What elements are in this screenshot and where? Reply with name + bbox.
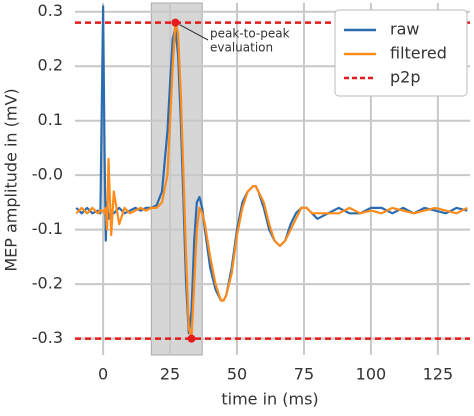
x-tick-label: 75 <box>294 365 314 384</box>
series-line <box>75 21 468 340</box>
peak-marker <box>171 18 180 27</box>
x-axis-label: time in (ms) <box>221 390 318 409</box>
y-tick-label: -0.3 <box>32 328 63 347</box>
legend-label: raw <box>390 20 419 39</box>
x-tick-label: 50 <box>227 365 247 384</box>
x-tick-label: 0 <box>98 365 108 384</box>
y-tick-label: 0.3 <box>38 1 63 20</box>
legend-box <box>334 9 468 97</box>
y-tick-label: 0.1 <box>38 110 63 129</box>
evaluation-window <box>150 2 203 356</box>
annotation-text: evaluation <box>210 41 273 55</box>
annotation-arrow <box>179 24 209 41</box>
legend-label: filtered <box>390 44 447 63</box>
x-tick-label: 100 <box>356 365 387 384</box>
y-axis-label: MEP amplitude in (mV) <box>2 88 21 271</box>
x-tick-label: 125 <box>423 365 454 384</box>
y-tick-label: -0.2 <box>32 274 63 293</box>
legend-label: p2p <box>390 68 421 87</box>
series-line <box>75 5 468 335</box>
y-tick-label: 0.2 <box>38 56 63 75</box>
x-tick-label: 25 <box>160 365 180 384</box>
y-tick-label: -0.1 <box>32 219 63 238</box>
legend: raw filtered p2p <box>334 9 468 97</box>
annotation-text: peak-to-peak <box>210 27 290 41</box>
y-tick-label: -0.0 <box>32 165 63 184</box>
peak-marker <box>187 334 196 343</box>
